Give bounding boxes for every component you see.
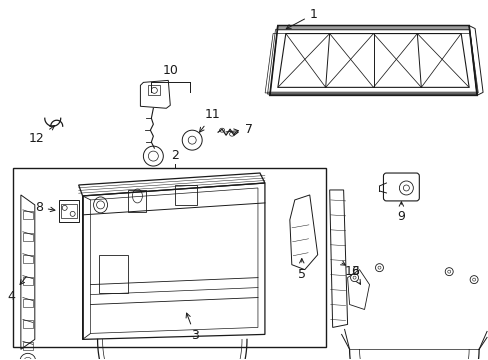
Text: 4: 4 [7,277,26,302]
Text: 5: 5 [297,258,305,281]
Text: 7: 7 [225,123,252,136]
Bar [23,255,33,263]
Bar [99,255,128,293]
Bar [128,190,146,212]
Text: 11: 11 [199,108,221,132]
Bar [13,168,325,347]
Text: 3: 3 [186,313,199,342]
Text: 2: 2 [171,149,179,162]
Bar [23,320,33,328]
Text: 9: 9 [397,202,405,223]
Bar [23,342,33,350]
Text: 12: 12 [29,126,55,145]
Text: 1: 1 [285,8,317,29]
Text: 13: 13 [344,265,360,284]
Text: 10: 10 [162,64,178,77]
Text: 6: 6 [340,261,359,278]
Bar [23,233,33,241]
Bar [23,298,33,306]
Text: 8: 8 [35,201,55,214]
Bar [175,185,197,205]
Bar [148,85,160,95]
Bar [23,276,33,285]
Bar [23,211,33,219]
Bar [61,204,77,218]
